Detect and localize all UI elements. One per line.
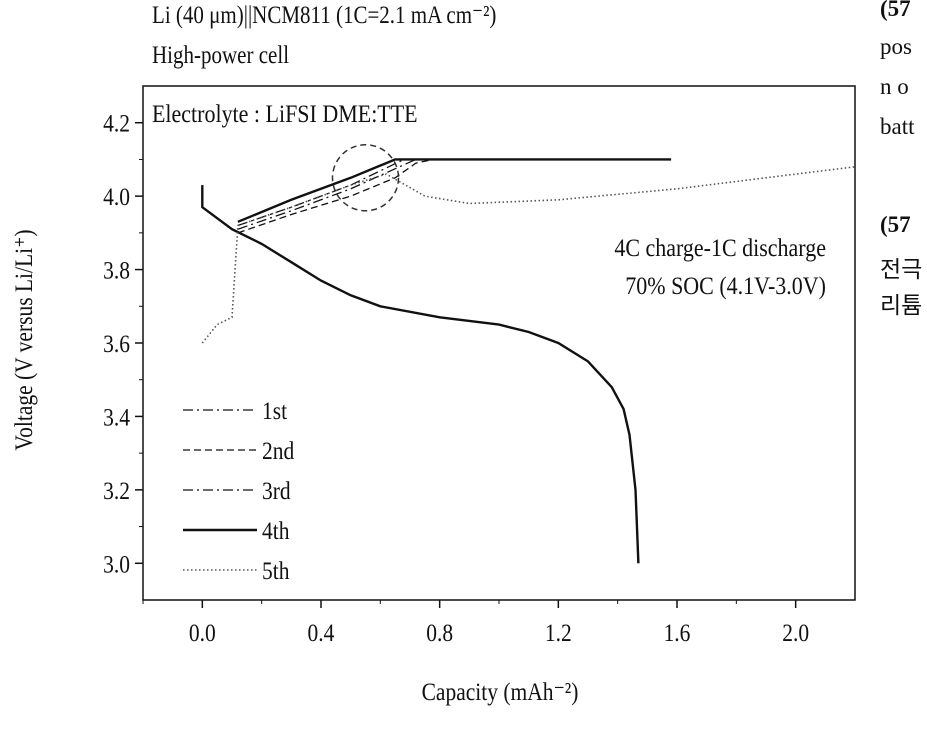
x-tick-label-2: 0.8	[426, 620, 453, 648]
legend-label-3rd: 3rd	[262, 478, 291, 506]
side-text-1: (57	[880, 0, 911, 21]
y-tick-label-1: 3.2	[103, 477, 130, 505]
side-text-3: n o	[880, 74, 909, 99]
plot-frame	[142, 85, 856, 601]
side-text-4: batt	[880, 114, 915, 139]
y-tick-label-6: 4.2	[103, 110, 130, 138]
y-tick-label-5: 4.0	[103, 184, 130, 212]
side-text-7: 리튬	[880, 293, 923, 318]
series-1st-charge-line	[237, 158, 440, 230]
y-tick-label-0: 3.0	[103, 551, 130, 579]
x-tick-label-3: 1.2	[545, 620, 572, 648]
x-tick-label-5: 2.0	[782, 620, 809, 648]
side-text-5: (57	[880, 212, 911, 237]
protocol-annotation-line1: 4C charge-1C discharge	[614, 235, 826, 263]
protocol-annotation-line2: 70% SOC (4.1V-3.0V)	[625, 273, 826, 301]
legend-label-4th: 4th	[262, 518, 290, 546]
x-tick-label-0: 0.0	[189, 620, 216, 648]
legend-label-2nd: 2nd	[262, 438, 295, 466]
legend-label-5th: 5th	[262, 558, 290, 586]
x-tick-label-4: 1.6	[664, 620, 691, 648]
series-4th-discharge-line	[201, 185, 640, 564]
series-2nd-charge-line	[237, 158, 434, 234]
chart-header-line2: High-power cell	[152, 42, 290, 69]
side-text-6: 전극	[880, 257, 923, 282]
y-tick-label-2: 3.4	[103, 404, 130, 432]
y-axis-label: Voltage (V versus Li/Li⁺)	[11, 229, 39, 450]
electrolyte-annotation: Electrolyte : LiFSI DME:TTE	[152, 101, 418, 129]
chart-header-line1: Li (40 μm)||NCM811 (1C=2.1 mA cm⁻²)	[152, 2, 497, 29]
side-text-2: pos	[880, 34, 912, 59]
series-5th-charge-line	[201, 166, 856, 344]
y-tick-label-4: 3.8	[103, 257, 130, 285]
x-axis-label: Capacity (mAh⁻²)	[422, 679, 579, 707]
legend-label-1st: 1st	[262, 398, 288, 426]
x-tick-label-1: 0.4	[308, 620, 335, 648]
series-4th-charge-line	[237, 158, 672, 223]
highlight-circle	[331, 144, 400, 212]
y-tick-label-3: 3.6	[103, 331, 130, 359]
